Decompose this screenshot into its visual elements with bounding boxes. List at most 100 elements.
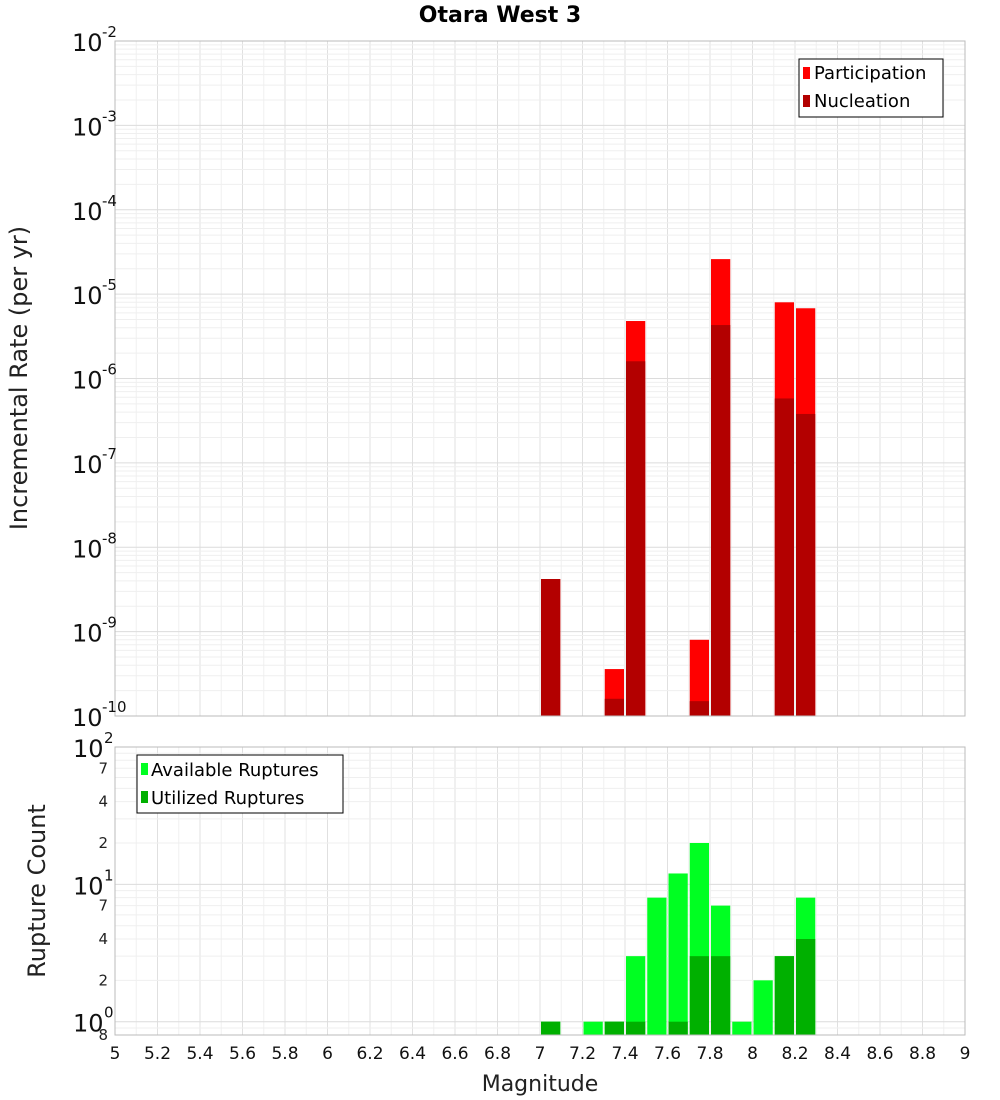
bottom-utilized-ruptures-bar — [541, 1021, 561, 1035]
utilized-legend-swatch — [141, 791, 148, 803]
x-tick-label: 8.8 — [909, 1044, 936, 1064]
top-y-tick-exponent: -9 — [102, 614, 117, 632]
top-y-tick-exponent: -3 — [102, 107, 117, 125]
bottom-y-tick-exponent: 2 — [104, 729, 114, 747]
bottom-available-ruptures-bar — [753, 980, 773, 1035]
x-tick-label: 6.2 — [356, 1044, 383, 1064]
nucleation-legend-swatch — [803, 95, 810, 107]
top-plot-frame — [114, 40, 966, 717]
top-nucleation-bar — [796, 413, 816, 716]
x-tick-label: 7.4 — [611, 1044, 638, 1064]
bottom-y-tick-label: 10 — [73, 1010, 104, 1038]
bottom-plot-frame — [114, 746, 966, 1036]
participation-legend-swatch — [803, 67, 810, 79]
top-legend-box — [798, 58, 944, 118]
bottom-y-minor-tick-label: 7 — [98, 897, 108, 915]
top-y-tick-label: 10 — [72, 282, 103, 310]
top-y-tick-label: 10 — [72, 704, 103, 732]
top-y-tick-label: 10 — [72, 535, 103, 563]
x-tick-label: 5.6 — [229, 1044, 256, 1064]
available-legend-label: Available Ruptures — [151, 760, 319, 781]
top-y-tick-label: 10 — [72, 620, 103, 648]
x-tick-label: 5.8 — [271, 1044, 298, 1064]
x-tick-label: 7 — [535, 1044, 546, 1064]
x-tick-label: 6 — [322, 1044, 333, 1064]
chart-title: Otara West 3 — [419, 3, 581, 28]
top-y-tick-exponent: -4 — [102, 192, 117, 210]
x-tick-label: 8.6 — [866, 1044, 893, 1064]
x-tick-label: 8.2 — [781, 1044, 808, 1064]
bottom-utilized-ruptures-bar — [604, 1021, 624, 1035]
participation-legend-label: Participation — [814, 63, 926, 84]
top-bars — [541, 259, 816, 716]
nucleation-legend-label: Nucleation — [814, 91, 910, 112]
x-tick-label: 8 — [747, 1044, 758, 1064]
bottom-legend: Available Ruptures Utilized Ruptures — [136, 754, 344, 814]
top-nucleation-bar — [689, 701, 709, 716]
available-legend-swatch — [141, 763, 148, 775]
x-tick-label: 7.6 — [654, 1044, 681, 1064]
top-y-tick-exponent: -8 — [102, 529, 117, 547]
top-y-tick-label: 10 — [72, 29, 103, 57]
top-nucleation-bar — [711, 325, 731, 716]
bottom-y-tick-exponent: 0 — [104, 1004, 114, 1022]
top-y-tick-exponent: -6 — [102, 361, 117, 379]
bottom-y-minor-tick-label: 4 — [98, 930, 108, 948]
top-legend: Participation Nucleation — [798, 58, 944, 118]
top-y-tick-exponent: -7 — [102, 445, 117, 463]
top-nucleation-bar — [774, 398, 794, 716]
top-nucleation-bar — [626, 361, 646, 716]
top-y-tick-exponent: -2 — [102, 23, 117, 41]
bottom-utilized-ruptures-bar — [711, 956, 731, 1035]
top-y-tick-label: 10 — [72, 198, 103, 226]
x-tick-label: 5.2 — [144, 1044, 171, 1064]
top-nucleation-bar — [604, 698, 624, 716]
x-axis-label: Magnitude — [482, 1072, 599, 1097]
x-tick-label: 6.8 — [484, 1044, 511, 1064]
bottom-y-tick-label: 10 — [73, 735, 104, 763]
bottom-available-ruptures-bar — [668, 873, 688, 1035]
x-tick-label: 7.8 — [696, 1044, 723, 1064]
bottom-y-axis-label: Rupture Count — [23, 804, 51, 978]
bottom-available-ruptures-bar — [732, 1021, 752, 1035]
top-y-tick-label: 10 — [72, 451, 103, 479]
top-y-tick-label: 10 — [72, 367, 103, 395]
bottom-utilized-ruptures-bar — [626, 1021, 646, 1035]
bottom-available-ruptures-bar — [626, 956, 646, 1035]
bottom-y-minor-tick-label: 2 — [98, 834, 108, 852]
bottom-bars — [541, 843, 816, 1035]
bottom-utilized-ruptures-bar — [796, 939, 816, 1035]
top-y-axis-label: Incremental Rate (per yr) — [5, 226, 33, 530]
x-tick-label: 7.2 — [569, 1044, 596, 1064]
bottom-available-ruptures-bar — [583, 1021, 603, 1035]
bottom-y-minor-tick-label: 4 — [98, 793, 108, 811]
bottom-utilized-ruptures-bar — [774, 956, 794, 1035]
bottom-y-minor-tick-label: 7 — [98, 759, 108, 777]
bottom-available-ruptures-bar — [647, 897, 667, 1035]
bottom-y-tick-label: 10 — [73, 872, 104, 900]
x-tick-label: 9 — [960, 1044, 971, 1064]
x-tick-label: 6.6 — [441, 1044, 468, 1064]
bottom-legend-box — [136, 754, 344, 814]
x-tick-label: 5.4 — [186, 1044, 213, 1064]
top-y-tick-exponent: -10 — [102, 698, 127, 716]
top-y-tick-label: 10 — [72, 113, 103, 141]
x-tick-label: 5 — [110, 1044, 121, 1064]
utilized-legend-label: Utilized Ruptures — [151, 788, 304, 809]
top-y-tick-exponent: -5 — [102, 276, 117, 294]
bottom-utilized-ruptures-bar — [689, 956, 709, 1035]
top-grid — [114, 41, 966, 717]
top-participation-bar — [689, 639, 709, 716]
top-nucleation-bar — [541, 579, 561, 716]
x-tick-label: 8.4 — [824, 1044, 851, 1064]
x-tick-label: 6.4 — [399, 1044, 426, 1064]
bottom-utilized-ruptures-bar — [668, 1021, 688, 1035]
bottom-y-tick-exponent: 1 — [104, 866, 114, 884]
bottom-y-minor-tick-label: 2 — [98, 971, 108, 989]
bottom-y-minor-tick-label: 8 — [98, 1026, 108, 1044]
